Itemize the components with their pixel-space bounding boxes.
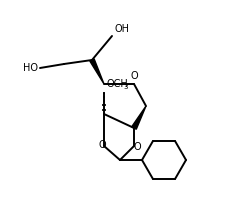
Text: OH: OH [114, 24, 129, 34]
Text: O: O [130, 71, 138, 81]
Text: HO: HO [23, 63, 38, 73]
Text: 3: 3 [123, 84, 127, 90]
Text: O: O [98, 140, 106, 150]
Polygon shape [90, 59, 104, 84]
Polygon shape [132, 106, 146, 129]
Text: O: O [134, 142, 142, 152]
Text: OCH: OCH [106, 79, 128, 89]
